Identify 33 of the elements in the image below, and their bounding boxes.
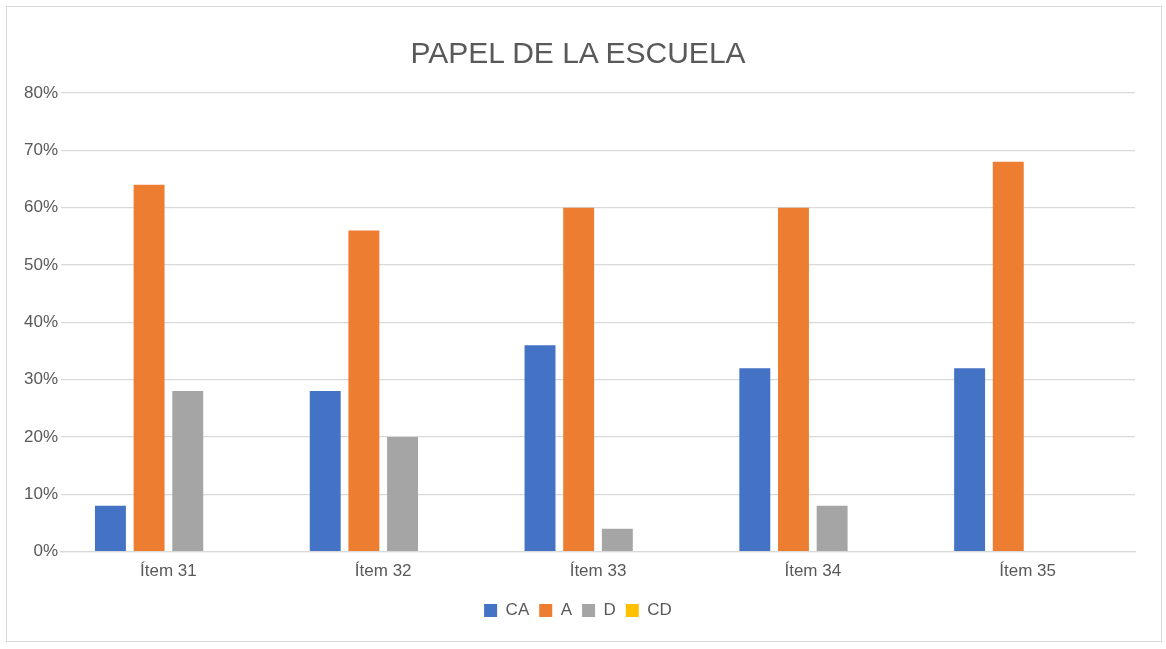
bar	[309, 391, 341, 551]
bar	[992, 161, 1024, 551]
bar	[816, 505, 848, 551]
legend-label: CD	[647, 600, 672, 620]
y-tick-label: 60%	[23, 197, 59, 217]
bar	[172, 391, 204, 551]
bar	[94, 505, 126, 551]
legend-label: A	[560, 600, 573, 620]
bar	[133, 184, 165, 551]
y-tick-label: 40%	[23, 311, 59, 331]
x-tick-label: Ítem 33	[569, 561, 627, 581]
x-tick-label: Ítem 34	[784, 561, 842, 581]
x-tick-label: Ítem 31	[140, 561, 197, 581]
bar	[563, 207, 595, 551]
y-tick-label: 70%	[23, 140, 59, 160]
bar	[739, 368, 771, 551]
legend-label: CA	[505, 600, 530, 620]
bar	[601, 528, 633, 551]
y-tick-label: 20%	[23, 426, 59, 446]
y-tick-label: 80%	[23, 82, 59, 102]
bar	[524, 345, 556, 551]
y-tick-label: 0%	[33, 541, 59, 561]
chart-title: PAPEL DE LA ESCUELA	[410, 36, 746, 70]
bar	[348, 230, 380, 551]
bar	[387, 436, 419, 551]
y-tick-label: 50%	[23, 254, 59, 274]
x-tick-label: Ítem 35	[999, 561, 1056, 581]
legend-label: D	[603, 600, 616, 620]
x-tick-label: Ítem 32	[354, 561, 412, 581]
y-tick-label: 10%	[23, 483, 59, 503]
bar	[778, 207, 809, 551]
y-tick-label: 30%	[23, 369, 59, 389]
bar	[954, 368, 986, 551]
